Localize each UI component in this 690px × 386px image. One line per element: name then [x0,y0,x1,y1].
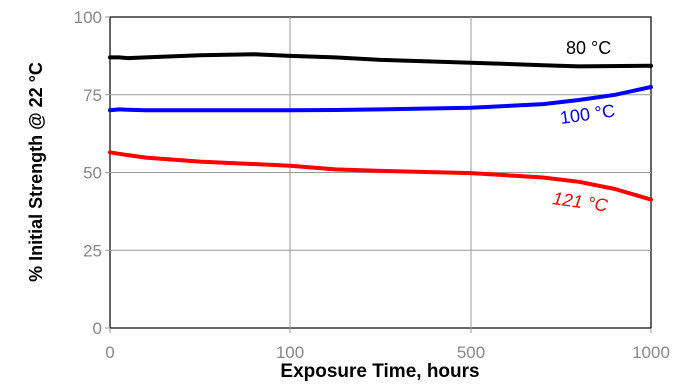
y-tick-label: 50 [83,164,102,183]
series-line-1 [108,85,653,113]
series-label-80c: 80 °C [566,38,611,58]
x-tick-label: 100 [276,343,304,362]
series-lines [108,52,653,202]
x-tick-label: 1000 [632,343,670,362]
x-tick-label: 0 [105,343,114,362]
x-tick-labels: 0 100 500 1000 [105,328,670,362]
y-tick-label: 100 [74,8,102,27]
x-tick-label: 500 [457,343,485,362]
y-tick-label: 25 [83,241,102,260]
y-tick-labels: 0 25 50 75 100 [74,8,110,338]
y-tick-label: 75 [83,86,102,105]
y-axis-title: % Initial Strength @ 22 °C [26,62,46,282]
y-tick-label: 0 [93,319,102,338]
x-axis-title: Exposure Time, hours [280,361,479,382]
series-line-0 [108,52,653,69]
series-line-2 [108,150,653,202]
